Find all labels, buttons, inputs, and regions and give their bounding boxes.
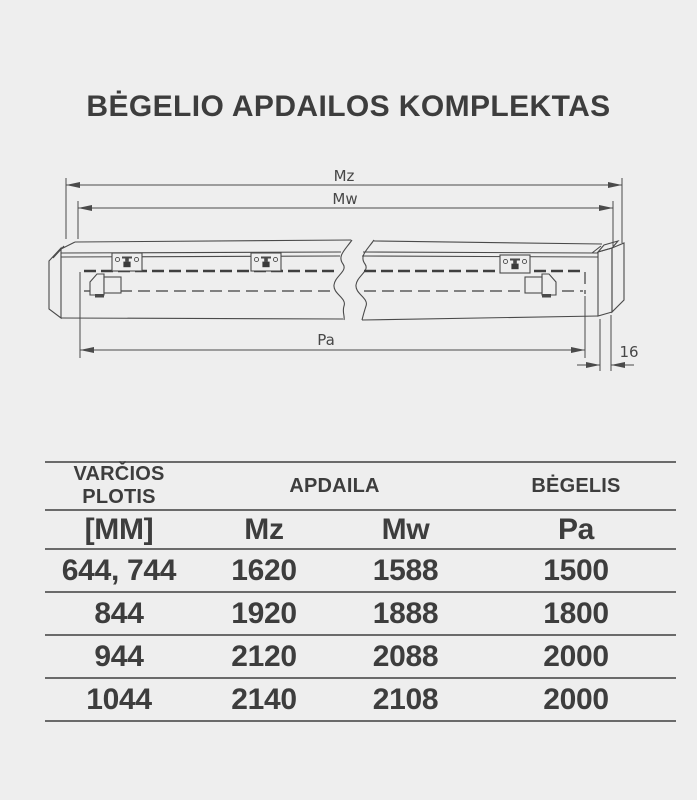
mounting-bracket bbox=[250, 252, 282, 272]
table-group-header-row: VARČIOS PLOTIS APDAILA BĖGELIS bbox=[45, 462, 677, 510]
rail-body bbox=[48, 239, 625, 321]
page-title: BĖGELIO APDAILOS KOMPLEKTAS bbox=[86, 90, 611, 123]
cell-pa: 2000 bbox=[543, 682, 609, 716]
slider-carriages bbox=[89, 273, 557, 299]
break-line-left bbox=[333, 239, 353, 321]
cell-mz: 1920 bbox=[231, 596, 297, 630]
dimension-pa: Pa bbox=[79, 272, 586, 358]
dim-label-end-width: 16 bbox=[619, 343, 638, 361]
table-row: 844 1920 1888 1800 bbox=[45, 592, 677, 635]
cell-door-width: 844 bbox=[94, 596, 144, 630]
break-line-right bbox=[355, 239, 375, 321]
table-row: 944 2120 2088 2000 bbox=[45, 635, 677, 678]
column-pa: Pa bbox=[557, 512, 595, 546]
dimension-mw: Mw bbox=[77, 190, 614, 246]
cell-pa: 1500 bbox=[543, 553, 609, 587]
slider-carriage-left bbox=[89, 273, 122, 299]
cell-door-width: 944 bbox=[94, 639, 144, 673]
spec-table: VARČIOS PLOTIS APDAILA BĖGELIS [MM] Mz M… bbox=[45, 461, 677, 722]
cell-pa: 2000 bbox=[543, 639, 609, 673]
cell-door-width: 1044 bbox=[86, 682, 152, 716]
cell-mw: 2088 bbox=[372, 639, 439, 673]
cell-mw: 1888 bbox=[372, 596, 439, 630]
column-width-mm: [MM] bbox=[84, 512, 154, 546]
cell-pa: 1800 bbox=[543, 596, 609, 630]
cell-mw: 2108 bbox=[372, 682, 439, 716]
dimension-mz: Mz bbox=[65, 167, 623, 243]
table-row: 644, 744 1620 1588 1500 bbox=[45, 549, 677, 592]
rail-right-cap bbox=[591, 239, 625, 317]
slider-carriage-right bbox=[524, 273, 557, 299]
header-apdaila: APDAILA bbox=[289, 474, 380, 497]
table-row: 1044 2140 2108 2000 bbox=[45, 678, 677, 721]
dim-label-mz: Mz bbox=[334, 167, 355, 185]
dim-label-mw: Mw bbox=[332, 190, 357, 208]
dim-label-pa: Pa bbox=[317, 331, 335, 349]
mounting-bracket bbox=[111, 252, 143, 272]
cell-mz: 1620 bbox=[231, 553, 297, 587]
rail-technical-drawing: Mz Mw bbox=[48, 167, 639, 371]
dimension-end-width: 16 bbox=[577, 315, 639, 371]
column-mw: Mw bbox=[381, 512, 430, 546]
table-column-header-row: [MM] Mz Mw Pa bbox=[45, 510, 677, 549]
cell-mw: 1588 bbox=[372, 553, 439, 587]
column-mz: Mz bbox=[244, 512, 284, 546]
mounting-bracket bbox=[499, 254, 531, 274]
header-varcios-plotis: VARČIOS PLOTIS bbox=[73, 463, 165, 508]
cell-door-width: 644, 744 bbox=[61, 553, 177, 587]
header-begelis: BĖGELIS bbox=[531, 474, 621, 497]
cell-mz: 2120 bbox=[231, 639, 297, 673]
cell-mz: 2140 bbox=[231, 682, 297, 716]
